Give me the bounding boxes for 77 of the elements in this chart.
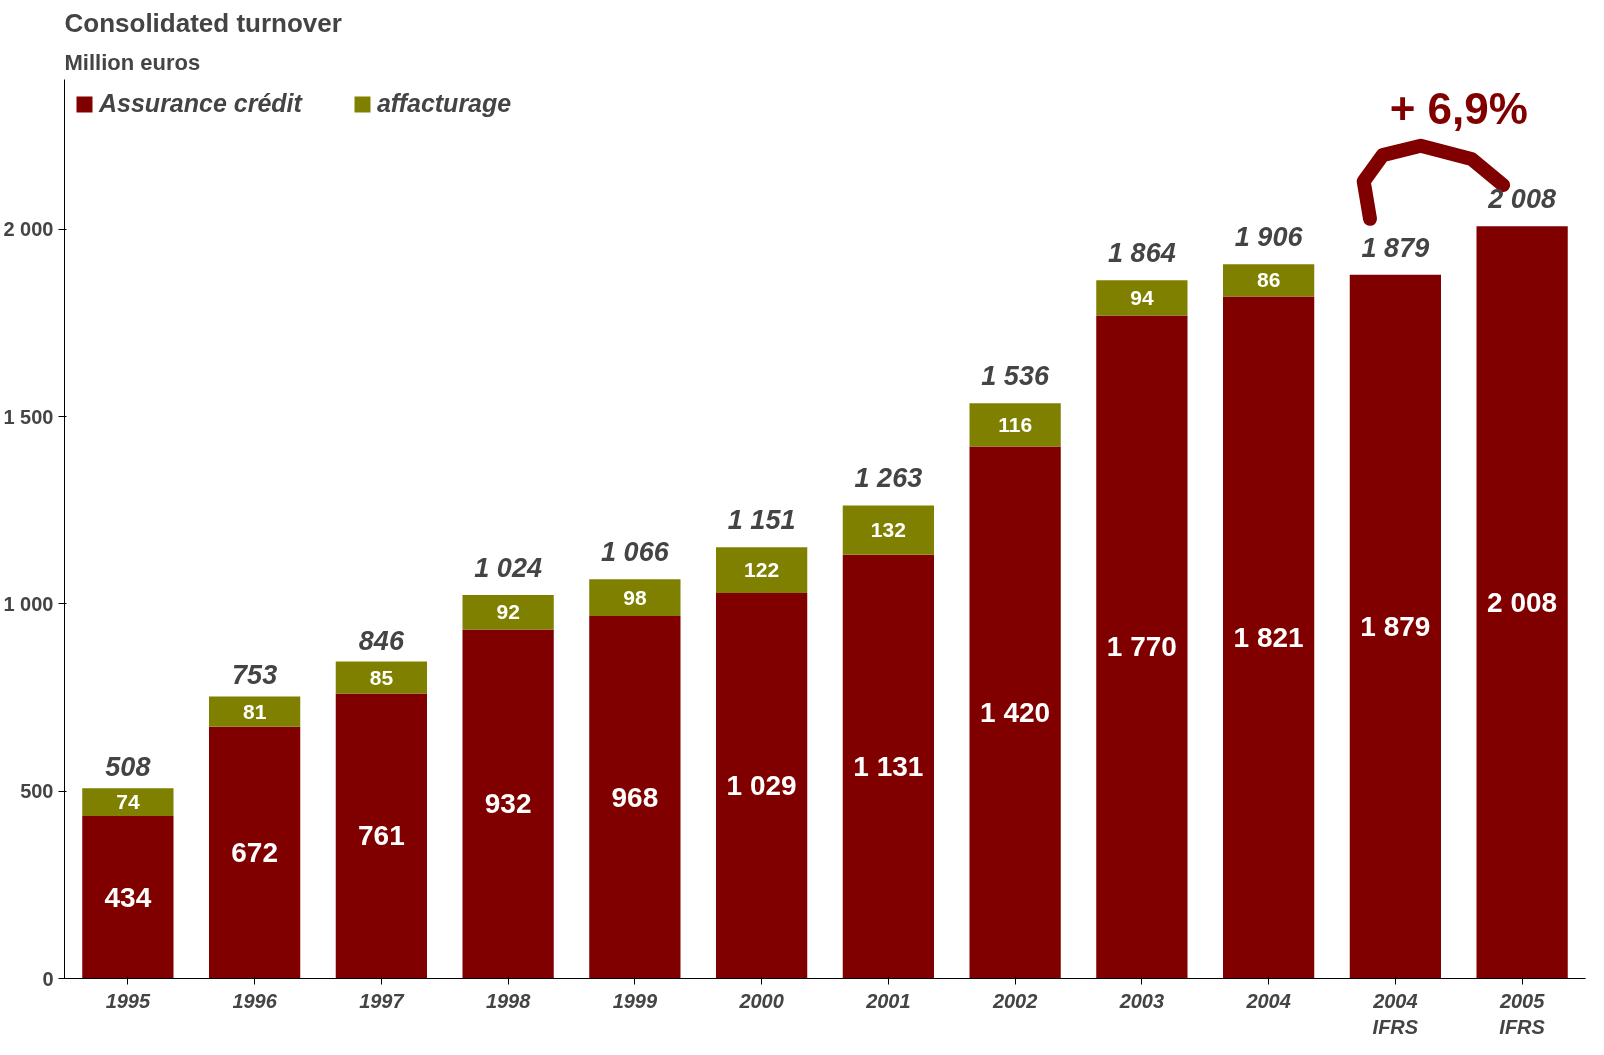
data-label: 74 [116, 790, 140, 814]
total-label: 1 864 [1108, 238, 1176, 269]
y-tick-label: 0 [42, 967, 54, 990]
bar [462, 629, 554, 979]
data-label: 86 [1256, 268, 1281, 292]
bar [715, 593, 808, 979]
total-label: 1 879 [1361, 232, 1430, 263]
data-label: 85 [369, 665, 394, 689]
bar [82, 788, 174, 816]
bar [1222, 296, 1315, 979]
y-tick-label: 1 500 [3, 405, 54, 428]
total-label: 1 536 [981, 361, 1050, 392]
bar [82, 815, 174, 979]
y-tick-label: 1 000 [3, 592, 54, 615]
x-tick-label: 2005 IFRS [1498, 989, 1546, 1038]
data-label: 1 821 [1233, 621, 1304, 653]
data-label: 1 029 [726, 770, 797, 802]
data-label: 2 008 [1487, 586, 1558, 618]
bar [715, 547, 808, 594]
total-label: 1 151 [727, 505, 796, 536]
bar [589, 615, 681, 979]
data-label: 81 [242, 699, 267, 723]
bar [208, 696, 301, 727]
data-label: 434 [104, 881, 152, 913]
y-tick-label: 2 000 [3, 218, 54, 241]
bar [208, 726, 301, 979]
data-label: 1 770 [1106, 631, 1177, 663]
total-label: 1 024 [474, 552, 542, 583]
total-label: 1 263 [854, 463, 923, 494]
x-tick-label: 1996 [232, 989, 278, 1012]
x-tick-label: 1998 [485, 989, 532, 1012]
chart-subtitle: Million euros [64, 49, 201, 75]
data-label: 116 [998, 412, 1033, 436]
total-label: 1 906 [1234, 222, 1304, 253]
x-tick-label: 2000 [738, 989, 784, 1012]
x-tick-label: 2003 [1118, 989, 1165, 1012]
data-label: 1 131 [853, 751, 924, 783]
total-label: 508 [105, 752, 151, 783]
x-tick-label: 2001 [865, 989, 911, 1012]
annotation: + 6,9% [1389, 83, 1528, 133]
bar [842, 554, 935, 979]
legend-label: Assurance crédit [99, 89, 302, 118]
total-label: 1 066 [601, 537, 670, 568]
data-label: 1 420 [980, 697, 1051, 729]
data-label: 132 [870, 518, 906, 542]
x-tick-label: 1999 [612, 989, 658, 1012]
x-tick-label: 1995 [105, 989, 151, 1012]
data-label: 98 [623, 585, 647, 609]
total-label: 753 [232, 660, 278, 691]
data-label: 92 [496, 600, 520, 624]
legend-label: affacturage [376, 89, 512, 118]
total-label: 846 [358, 625, 405, 656]
bar [589, 579, 681, 616]
bar [969, 446, 1061, 979]
bar [969, 403, 1061, 447]
x-tick-label: 1997 [359, 989, 405, 1012]
bar [1476, 226, 1568, 979]
data-label: 932 [484, 788, 532, 820]
y-tick-label: 500 [20, 780, 54, 803]
bar [1222, 264, 1315, 297]
data-label: 94 [1130, 285, 1154, 309]
bar [1096, 280, 1188, 316]
bar [1096, 315, 1188, 979]
data-label: 672 [231, 837, 278, 869]
bar [335, 693, 428, 979]
total-label: 2 008 [1487, 184, 1556, 215]
data-label: 761 [358, 820, 405, 852]
data-label: 968 [611, 781, 659, 813]
x-tick-label: 2004 IFRS [1372, 989, 1419, 1038]
x-tick-label: 2004 [1245, 989, 1291, 1012]
data-label: 1 879 [1360, 611, 1431, 643]
chart-title: Consolidated turnover [64, 7, 342, 38]
bar [842, 505, 935, 555]
data-label: 122 [744, 558, 780, 582]
x-tick-label: 2002 [991, 989, 1038, 1012]
bar [1349, 274, 1442, 979]
bar [462, 594, 554, 630]
